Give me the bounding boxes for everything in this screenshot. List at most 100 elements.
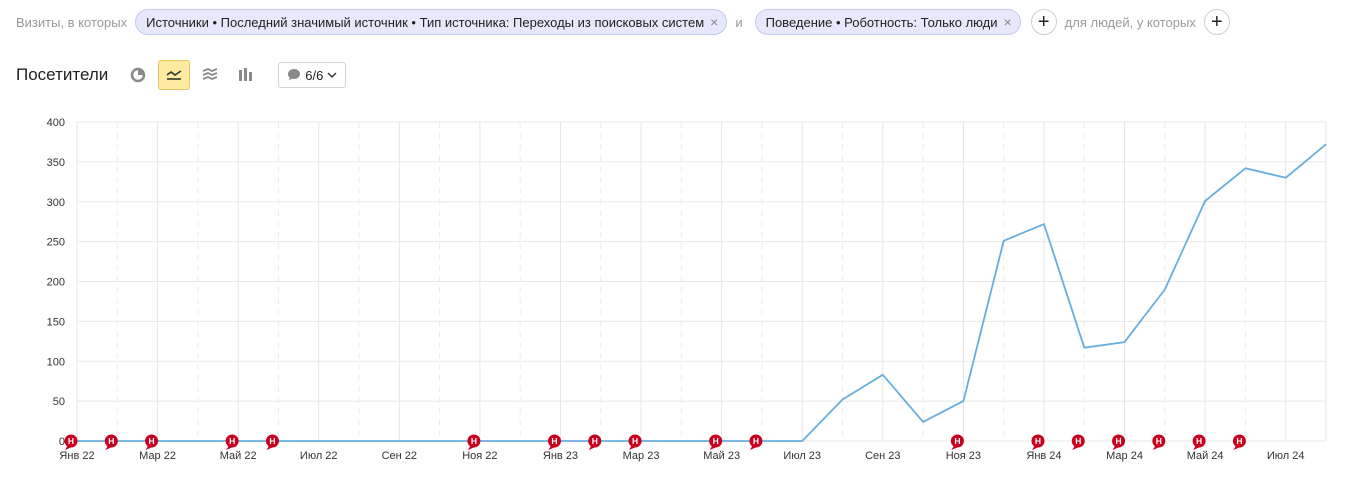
y-tick-label: 300 xyxy=(47,197,65,209)
y-tick-label: 200 xyxy=(47,277,65,289)
data-point[interactable] xyxy=(840,397,845,402)
data-point[interactable] xyxy=(1283,175,1288,180)
annotation-marker[interactable]: Н xyxy=(1192,434,1206,451)
data-point[interactable] xyxy=(437,439,442,444)
comment-icon xyxy=(288,69,301,81)
data-point[interactable] xyxy=(1082,345,1087,350)
data-point[interactable] xyxy=(1324,142,1329,147)
x-tick-label: Июл 23 xyxy=(783,450,821,462)
annotation-marker-label: Н xyxy=(632,436,638,446)
data-point[interactable] xyxy=(679,439,684,444)
annotation-marker-label: Н xyxy=(1236,436,1242,446)
filter-chip-source[interactable]: Источники • Последний значимый источник … xyxy=(135,9,728,35)
line-chart-icon xyxy=(166,70,182,80)
column-chart-icon xyxy=(239,68,253,81)
annotation-marker-label: Н xyxy=(149,436,155,446)
close-icon[interactable]: × xyxy=(710,14,719,30)
close-icon[interactable]: × xyxy=(1003,14,1012,30)
annotation-marker[interactable]: Н xyxy=(265,434,279,451)
filter-bar: Визиты, в которых Источники • Последний … xyxy=(0,8,1230,36)
y-tick-label: 150 xyxy=(47,316,65,328)
x-tick-label: Сен 23 xyxy=(865,450,900,462)
annotation-marker-label: Н xyxy=(1035,436,1041,446)
filter-prefix-label: Визиты, в которых xyxy=(16,14,128,30)
data-point[interactable] xyxy=(921,419,926,424)
annotation-marker[interactable]: Н xyxy=(467,434,481,451)
annotation-marker-label: Н xyxy=(269,436,275,446)
add-people-filter-button[interactable]: + xyxy=(1203,9,1230,35)
annotation-marker[interactable]: Н xyxy=(1152,434,1166,451)
x-tick-label: Янв 23 xyxy=(543,450,578,462)
data-point[interactable] xyxy=(316,439,321,444)
annotation-marker-label: Н xyxy=(1196,436,1202,446)
data-point[interactable] xyxy=(397,439,402,444)
x-tick-label: Мар 23 xyxy=(623,450,660,462)
annotation-marker-label: Н xyxy=(108,436,114,446)
notes-button[interactable]: 6/6 xyxy=(278,62,347,88)
y-tick-label: 0 xyxy=(59,436,65,448)
add-visit-filter-button[interactable]: + xyxy=(1030,9,1057,35)
data-point[interactable] xyxy=(961,399,966,404)
data-point[interactable] xyxy=(880,372,885,377)
area-chart-button[interactable] xyxy=(194,60,226,90)
data-point[interactable] xyxy=(518,439,523,444)
y-tick-label: 350 xyxy=(47,157,65,169)
people-filter-label: для людей, у которых xyxy=(1064,14,1196,30)
annotation-marker-label: Н xyxy=(954,436,960,446)
annotation-marker[interactable]: Н xyxy=(588,434,602,451)
data-point[interactable] xyxy=(1162,287,1167,292)
series-line xyxy=(77,143,1327,442)
filter-chip-source-label: Источники • Последний значимый источник … xyxy=(146,14,705,30)
x-tick-label: Янв 24 xyxy=(1026,450,1061,462)
annotation-marker[interactable]: Н xyxy=(547,434,561,451)
annotation-marker[interactable]: Н xyxy=(709,434,723,451)
x-tick-label: Мар 24 xyxy=(1106,450,1143,462)
annotation-marker-label: Н xyxy=(1115,436,1121,446)
pie-chart-button[interactable] xyxy=(122,60,154,90)
annotation-marker[interactable]: Н xyxy=(950,434,964,451)
x-tick-label: Янв 22 xyxy=(59,450,94,462)
x-tick-label: Июл 24 xyxy=(1267,450,1305,462)
area-chart-icon xyxy=(202,68,218,80)
x-tick-label: Ноя 23 xyxy=(946,450,981,462)
annotation-marker-label: Н xyxy=(713,436,719,446)
data-point[interactable] xyxy=(1203,198,1208,203)
data-point[interactable] xyxy=(1001,238,1006,243)
annotation-marker[interactable]: Н xyxy=(628,434,642,451)
annotation-marker[interactable]: Н xyxy=(1071,434,1085,451)
data-point[interactable] xyxy=(195,439,200,444)
data-point[interactable] xyxy=(1243,166,1248,171)
data-point[interactable] xyxy=(357,439,362,444)
data-point[interactable] xyxy=(1122,340,1127,345)
x-tick-label: Ноя 22 xyxy=(462,450,497,462)
chevron-down-icon xyxy=(327,72,337,78)
annotation-marker-label: Н xyxy=(1075,436,1081,446)
data-point[interactable] xyxy=(800,439,805,444)
annotation-marker[interactable]: Н xyxy=(145,434,159,451)
annotation-marker-label: Н xyxy=(229,436,235,446)
line-chart-button[interactable] xyxy=(158,60,191,90)
annotation-marker[interactable]: Н xyxy=(104,434,118,451)
filter-conjunction: и xyxy=(735,14,743,30)
annotation-marker-label: Н xyxy=(68,436,74,446)
annotation-marker[interactable]: Н xyxy=(1112,434,1126,451)
annotation-marker[interactable]: Н xyxy=(1232,434,1246,451)
annotation-marker[interactable]: Н xyxy=(225,434,239,451)
y-tick-label: 400 xyxy=(47,117,65,129)
x-tick-label: Май 22 xyxy=(220,450,257,462)
chart-toolbar: Посетители 6/6 xyxy=(16,60,347,90)
visitors-line-chart: 0 50 100 150 200 250 300 350 400 Янв 22 Мар 22 Май… xyxy=(47,117,1329,462)
annotation-marker[interactable]: Н xyxy=(1031,434,1045,451)
filter-chip-robots[interactable]: Поведение • Роботность: Только люди × xyxy=(754,9,1021,35)
annotation-marker-label: Н xyxy=(592,436,598,446)
x-tick-label: Май 23 xyxy=(703,450,740,462)
annotation-marker[interactable]: Н xyxy=(64,434,78,451)
data-point[interactable] xyxy=(1041,222,1046,227)
annotation-marker[interactable]: Н xyxy=(749,434,763,451)
annotation-marker-label: Н xyxy=(551,436,557,446)
column-chart-button[interactable] xyxy=(230,60,262,90)
x-tick-label: Май 24 xyxy=(1187,450,1224,462)
annotation-marker-label: Н xyxy=(471,436,477,446)
annotation-marker-label: Н xyxy=(1156,436,1162,446)
x-tick-label: Мар 22 xyxy=(139,450,176,462)
